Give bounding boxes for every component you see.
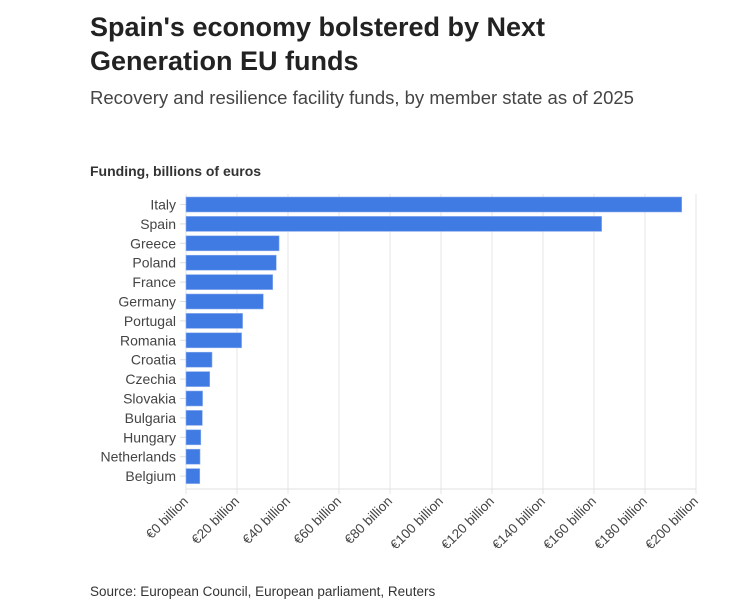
x-tick-label: €140 billion [489, 494, 548, 553]
x-tick-label: €120 billion [438, 494, 497, 553]
category-label: Slovakia [123, 391, 176, 407]
category-label: Bulgaria [125, 410, 177, 426]
x-tick-label: €20 billion [189, 494, 243, 548]
category-label: Poland [132, 255, 176, 271]
category-label: Portugal [124, 313, 176, 329]
bar-romania [185, 332, 242, 349]
x-tick-label: €160 billion [540, 494, 599, 553]
bar-spain [185, 216, 602, 232]
bar-netherlands [185, 448, 201, 465]
bar-czechia [185, 371, 211, 387]
category-label: Greece [130, 235, 176, 251]
x-tick-label: €180 billion [591, 494, 650, 553]
category-label: Belgium [125, 468, 176, 484]
category-label: Hungary [123, 429, 176, 445]
x-tick-label: €60 billion [291, 494, 345, 548]
source-note: Source: European Council, European parli… [90, 584, 436, 599]
bar-slovakia [185, 390, 203, 407]
chart-subtitle: Recovery and resilience facility funds, … [90, 87, 634, 108]
category-label: Italy [150, 197, 176, 213]
bar-bulgaria [185, 410, 203, 426]
bar-germany [185, 293, 264, 310]
category-label: Netherlands [101, 449, 177, 465]
bar-portugal [185, 313, 243, 329]
category-label: Romania [120, 332, 176, 348]
bar-italy [185, 196, 683, 213]
x-tick-label: €0 billion [143, 494, 191, 542]
bar-hungary [185, 429, 202, 446]
bar-croatia [185, 351, 213, 368]
bar-poland [185, 254, 277, 271]
category-label: Germany [118, 294, 176, 310]
x-tick-label: €200 billion [642, 494, 701, 553]
x-tick-label: €80 billion [342, 494, 396, 548]
chart-title: Spain's economy bolstered by Next Genera… [90, 12, 546, 76]
bar-greece [185, 235, 280, 252]
category-label: Czechia [125, 371, 176, 387]
bar-belgium [185, 468, 201, 484]
bar-france [185, 274, 273, 290]
category-label: France [132, 274, 176, 290]
category-label: Spain [140, 216, 176, 232]
x-tick-label: €40 billion [240, 494, 294, 548]
axis-label: Funding, billions of euros [90, 163, 262, 179]
category-label: Croatia [131, 352, 176, 368]
x-tick-label: €100 billion [387, 494, 446, 553]
